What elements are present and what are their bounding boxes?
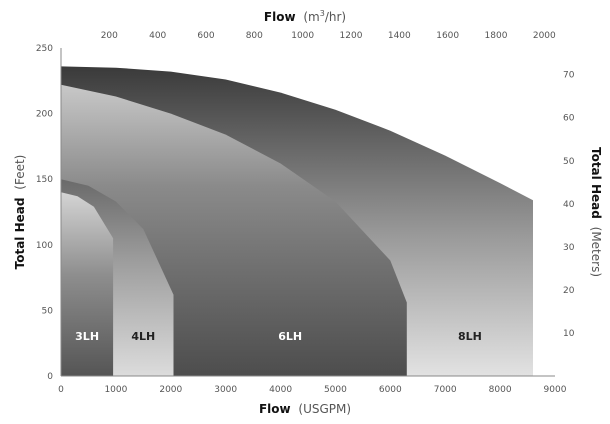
y-right-tick-label: 50 (563, 157, 575, 167)
x-tick-label: 2000 (159, 385, 182, 395)
x-top-tick-label: 1600 (436, 31, 459, 41)
region-label-6lh: 6LH (278, 330, 302, 343)
left-axis-title: Total Head (Feet) (13, 155, 27, 270)
x-tick-label: 5000 (324, 385, 347, 395)
x-top-tick-label: 800 (246, 31, 263, 41)
x-tick-label: 9000 (544, 385, 567, 395)
x-tick-label: 6000 (379, 385, 402, 395)
x-top-tick-label: 1200 (340, 31, 363, 41)
x-top-tick-label: 1400 (388, 31, 411, 41)
x-top-tick-label: 1000 (291, 31, 314, 41)
right-axis-title: Total Head (Meters) (589, 147, 603, 277)
x-top-tick-label: 400 (149, 31, 166, 41)
x-top-tick-label: 600 (197, 31, 214, 41)
x-tick-label: 7000 (434, 385, 457, 395)
y-tick-label: 100 (36, 241, 53, 251)
y-tick-label: 250 (36, 44, 53, 54)
y-right-tick-label: 40 (563, 200, 575, 210)
x-tick-label: 1000 (104, 385, 127, 395)
x-tick-label: 0 (58, 385, 64, 395)
y-tick-label: 150 (36, 175, 53, 185)
y-right-tick-label: 20 (563, 286, 575, 296)
y-tick-label: 0 (47, 372, 53, 382)
y-right-tick-label: 60 (563, 114, 575, 124)
x-tick-label: 4000 (269, 385, 292, 395)
y-right-tick-label: 10 (563, 329, 575, 339)
region-label-4lh: 4LH (131, 330, 155, 343)
top-axis-title: Flow (m3/hr) (264, 9, 346, 24)
x-tick-label: 3000 (214, 385, 237, 395)
x-top-tick-label: 1800 (485, 31, 508, 41)
x-top-tick-label: 2000 (533, 31, 556, 41)
region-3lh (61, 192, 114, 376)
region-label-8lh: 8LH (458, 330, 482, 343)
y-tick-label: 50 (42, 306, 54, 316)
y-right-tick-label: 30 (563, 243, 575, 253)
bottom-axis-title: Flow (USGPM) (259, 402, 351, 416)
y-tick-label: 200 (36, 110, 53, 120)
x-top-tick-label: 200 (101, 31, 118, 41)
y-right-tick-label: 70 (563, 71, 575, 81)
x-tick-label: 8000 (489, 385, 512, 395)
region-label-3lh: 3LH (75, 330, 99, 343)
